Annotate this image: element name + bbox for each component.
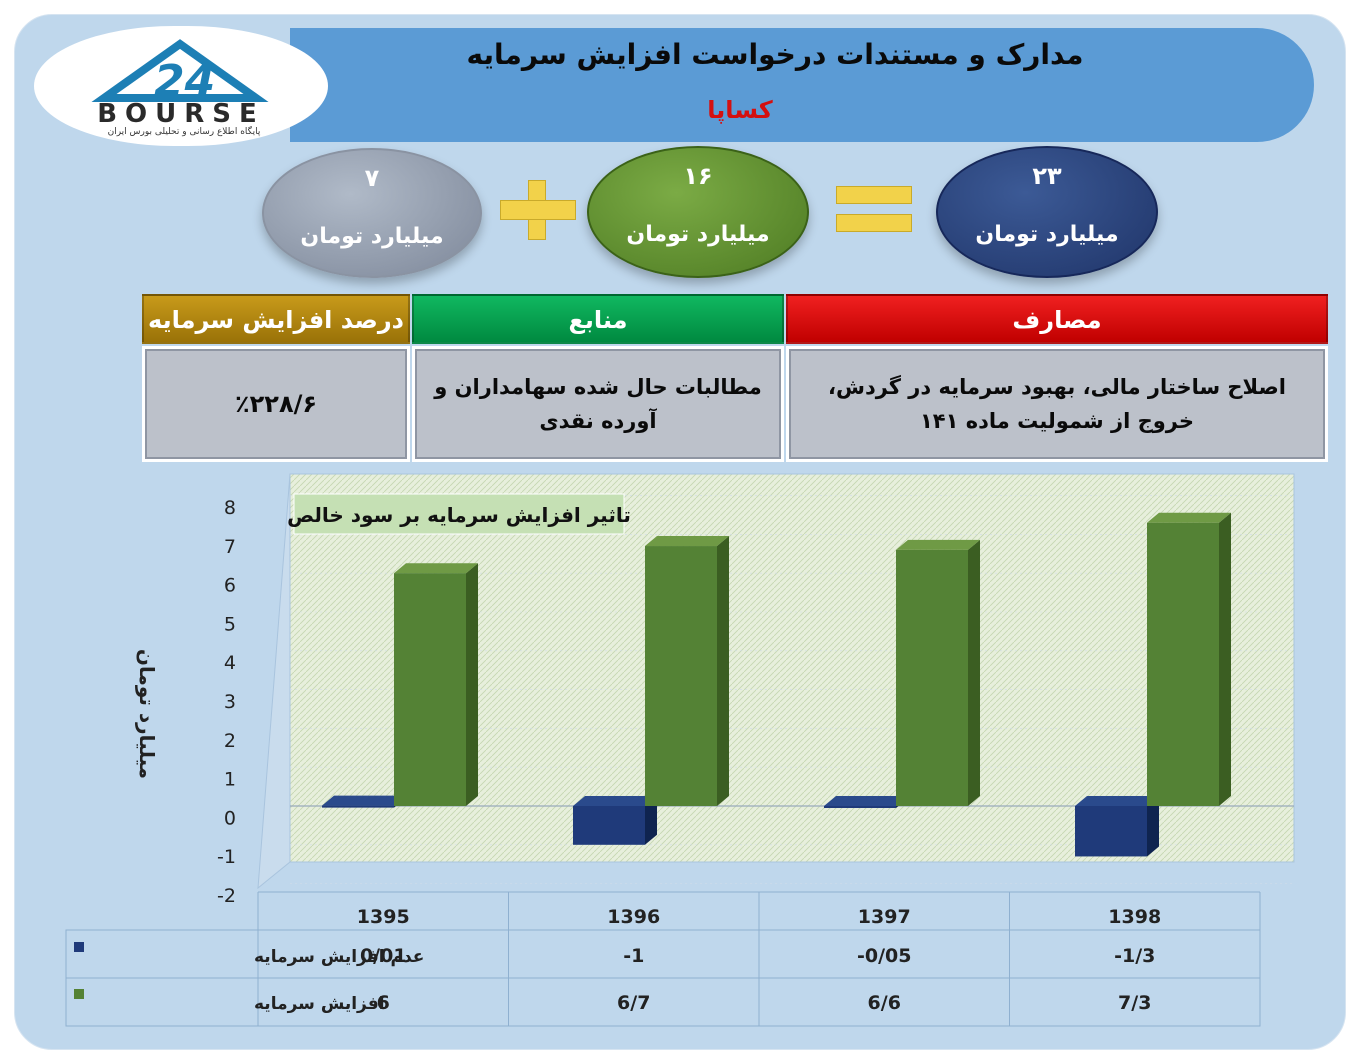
plus-sign-horizontal [500,200,576,220]
data-label: 6 [377,992,390,1014]
bar-top [322,795,406,806]
chart-title-box [293,493,625,535]
legend-label: افزایش سرمایه [254,994,385,1014]
y-tick-label: 1 [224,769,236,791]
chart-title: تاثیر افزایش سرمایه بر سود خالص [287,503,631,527]
y-axis-label: میلیارد تومان [135,649,159,779]
y-tick-label: 2 [224,730,236,752]
bar-top [573,796,657,806]
y-tick-label: 5 [224,613,236,635]
logo-tagline: پایگاه اطلاع رسانی و تحلیلی بورس ایران [108,125,261,137]
total-capital-unit: میلیارد تومان [975,222,1119,247]
bar-افزایش سرمایه-1396 [645,546,717,806]
y-tick-label: 8 [224,497,236,519]
new-capital-unit: میلیارد تومان [300,224,444,249]
bar-side [968,539,980,806]
bar-عدم افزایش سرمایه-1397 [824,806,896,808]
company-name: کساپا [707,96,773,124]
data-label: -1 [623,945,644,967]
percent-header: درصد افزایش سرمایه [142,294,410,344]
bar-top [645,536,729,547]
bar-top [1147,512,1231,523]
new-capital-ellipse: ۷ میلیارد تومان [262,148,482,278]
y-tick-label: -2 [217,885,236,907]
data-label: -0/05 [857,945,912,967]
bourse-logo: 24 BOURSE پایگاه اطلاع رسانی و تحلیلی بو… [34,26,328,146]
sources-text: مطالبات حال شده سهامداران و آورده نقدی [412,346,784,462]
bar-عدم افزایش سرمایه-1396 [573,806,645,845]
svg-text:24: 24 [154,56,215,107]
y-tick-label: 3 [224,691,236,713]
bar-side [1147,796,1159,857]
data-label: 6/7 [617,992,650,1014]
sources-header: منابع [412,294,784,344]
category-label: 1397 [858,906,911,928]
equals-sign-top [836,186,912,204]
header-banner [290,28,1314,142]
y-tick-label: 7 [224,536,236,558]
bar-افزایش سرمایه-1398 [1147,522,1219,806]
logo-graphic: 24 BOURSE پایگاه اطلاع رسانی و تحلیلی بو… [91,39,269,137]
logo-text: BOURSE [97,99,265,129]
y-tick-label: 6 [224,575,236,597]
bar-side [645,796,657,845]
y-tick-label: 4 [224,652,236,674]
page-title: مدارک و مستندات درخواست افزایش سرمایه [466,38,1084,71]
bar-عدم افزایش سرمایه-1398 [1075,806,1147,857]
legend-key-0 [74,942,84,952]
bar-top [824,796,908,806]
bar-side [717,536,729,806]
new-capital-value: ۷ [364,164,380,192]
data-label: 6/6 [868,992,901,1014]
bar-افزایش سرمایه-1395 [394,573,466,806]
legend-label: عدم افزایش سرمایه [254,947,424,967]
bar-افزایش سرمایه-1397 [896,549,968,806]
y-tick-label: 0 [224,807,236,829]
total-capital-ellipse: ۲۳ میلیارد تومان [936,146,1158,278]
data-label: 0/01 [360,945,407,967]
percent-value: ٪۲۲۸/۶ [142,346,410,462]
expenses-header: مصارف [786,294,1328,344]
bar-عدم افزایش سرمایه-1395 [322,805,394,808]
category-label: 1395 [357,906,410,928]
total-capital-value: ۲۳ [1032,162,1062,190]
category-label: 1396 [607,906,660,928]
category-label: 1398 [1108,906,1161,928]
current-capital-value: ۱۶ [683,162,713,190]
bar-side [466,563,478,806]
chart-side-wall [257,473,291,890]
bar-top [394,563,478,574]
bar-top [896,539,980,550]
equals-sign-bottom [836,214,912,232]
expenses-text: اصلاح ساختار مالی، بهبود سرمایه در گردش،… [786,346,1328,462]
current-capital-ellipse: ۱۶ میلیارد تومان [587,146,809,278]
y-tick-label: -1 [217,846,236,868]
data-label: 7/3 [1118,992,1151,1014]
bar-top [1075,796,1159,806]
legend-key-1 [74,989,84,999]
data-label: -1/3 [1114,945,1155,967]
current-capital-unit: میلیارد تومان [626,222,770,247]
bar-side [1219,512,1231,806]
